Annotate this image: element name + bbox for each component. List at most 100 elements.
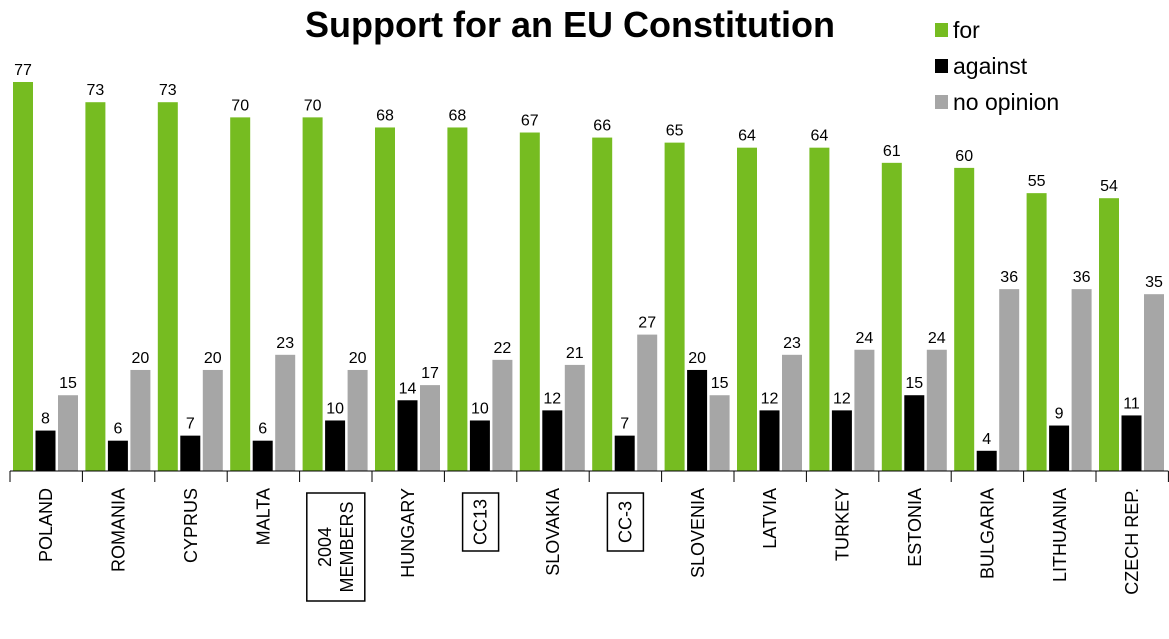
data-label: 68 (376, 107, 394, 124)
data-label: 20 (349, 350, 367, 367)
bar-against (397, 400, 418, 471)
legend-label-no-opinion: no opinion (953, 88, 1060, 115)
x-tick-label: BULGARIA (977, 488, 997, 579)
x-tick-label-group: SLOVAKIA (543, 488, 563, 576)
bar-for (375, 127, 395, 471)
legend-item-no-opinion: no opinion (935, 84, 1059, 120)
x-tick-label-group: LITHUANIA (1050, 488, 1070, 582)
data-label: 23 (276, 335, 294, 352)
category-highlight-box (306, 492, 366, 602)
bar-no-opinion (275, 354, 296, 471)
data-label: 73 (159, 82, 177, 99)
data-label: 64 (811, 128, 829, 145)
data-label: 17 (421, 365, 439, 382)
data-label: 35 (1145, 274, 1163, 291)
data-label: 23 (783, 335, 801, 352)
x-tick-label: HUNGARY (398, 488, 418, 578)
data-label: 9 (1055, 406, 1064, 423)
data-label: 15 (905, 375, 923, 392)
bar-no-opinion (58, 395, 78, 471)
bar-for (881, 162, 902, 471)
bar-for (954, 167, 975, 471)
x-tick-label: CZECH REP. (1122, 488, 1142, 595)
data-label: 15 (59, 375, 77, 392)
data-label: 70 (304, 97, 322, 114)
data-label: 20 (688, 350, 706, 367)
bar-no-opinion (709, 395, 730, 471)
bar-for (1099, 198, 1119, 471)
x-tick-label-group: LATVIA (760, 488, 780, 549)
bar-no-opinion (564, 364, 585, 471)
category-highlight-box (461, 492, 500, 552)
x-tick-label-group: ROMANIA (109, 488, 129, 572)
x-tick-label-group: CYPRUS (181, 488, 201, 563)
bar-against (614, 435, 635, 471)
bar-against (687, 369, 708, 471)
data-label: 7 (620, 416, 629, 433)
x-tick-label: CC13 (471, 499, 491, 545)
data-label: 64 (738, 128, 756, 145)
bar-for (13, 82, 33, 471)
data-label: 24 (928, 330, 946, 347)
bar-against (180, 435, 201, 471)
x-tick-label-group: CC13 (461, 492, 500, 552)
legend-swatch-no-opinion (935, 95, 948, 109)
data-label: 22 (494, 340, 512, 357)
x-tick-label: ESTONIA (905, 488, 925, 567)
bar-for (230, 117, 251, 471)
data-label: 14 (399, 380, 417, 397)
data-label: 70 (231, 97, 249, 114)
data-label: 20 (204, 350, 222, 367)
x-tick-label: SLOVAKIA (543, 488, 563, 576)
data-label: 55 (1028, 173, 1046, 190)
bar-for (592, 137, 613, 472)
x-tick-label-group: SLOVENIA (688, 488, 708, 578)
x-tick-label-group: ESTONIA (905, 488, 925, 567)
bar-no-opinion (130, 369, 151, 471)
data-label: 77 (14, 62, 32, 79)
x-tick-label: CC-3 (615, 501, 635, 543)
chart-title: Support for an EU Constitution (305, 4, 835, 45)
data-label: 7 (186, 416, 195, 433)
legend-item-for: for (935, 12, 1059, 48)
x-tick-label: CYPRUS (181, 488, 201, 563)
data-label: 20 (132, 350, 150, 367)
x-tick-label: 2004 MEMBERS (315, 501, 357, 592)
x-tick-label-group: BULGARIA (977, 488, 997, 579)
bar-against (107, 440, 128, 471)
bar-against (542, 410, 563, 471)
data-label: 12 (761, 390, 779, 407)
bar-against (904, 395, 925, 471)
x-tick-label-group: MALTA (253, 488, 273, 545)
data-label: 12 (543, 390, 561, 407)
bar-no-opinion (637, 334, 658, 471)
data-label: 12 (833, 390, 851, 407)
bar-no-opinion (420, 385, 440, 471)
x-tick-label-group: POLAND (36, 488, 56, 562)
legend: for against no opinion (935, 12, 1059, 120)
x-tick-label: SLOVENIA (688, 488, 708, 578)
data-label: 21 (566, 345, 584, 362)
bar-no-opinion (1071, 289, 1092, 471)
bar-no-opinion (492, 359, 513, 471)
data-label: 11 (1123, 395, 1140, 412)
x-tick-label: ROMANIA (109, 488, 129, 572)
legend-label-for: for (953, 16, 980, 43)
bar-against (976, 450, 997, 471)
bar-no-opinion (782, 354, 802, 471)
data-label: 6 (113, 421, 122, 438)
data-label: 24 (856, 330, 874, 347)
bar-for (157, 102, 178, 471)
legend-item-against: against (935, 48, 1059, 84)
x-tick-label: MALTA (253, 488, 273, 545)
bar-against (35, 430, 56, 471)
x-tick-label-group: 2004 MEMBERS (306, 492, 366, 602)
bar-for (85, 102, 106, 471)
bar-for (809, 147, 830, 471)
bar-against (1049, 425, 1070, 471)
data-label: 4 (982, 431, 991, 448)
bar-no-opinion (999, 289, 1020, 471)
bar-against (759, 410, 780, 471)
bar-for (1026, 193, 1047, 471)
